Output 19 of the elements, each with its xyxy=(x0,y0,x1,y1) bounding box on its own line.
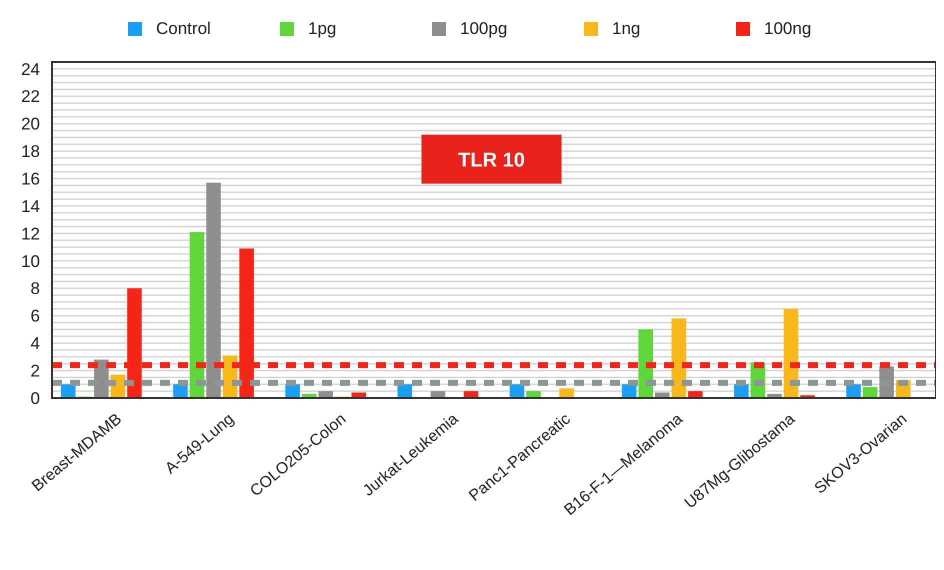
y-tick-label: 4 xyxy=(30,334,40,354)
y-tick-label: 12 xyxy=(21,224,40,244)
y-tick-label: 6 xyxy=(30,306,40,326)
legend-label: 100pg xyxy=(460,19,508,38)
y-tick-label: 20 xyxy=(21,114,40,134)
y-tick-label: 22 xyxy=(21,87,40,106)
legend-label: 100ng xyxy=(764,19,812,38)
y-tick-label: 8 xyxy=(30,279,40,298)
title-box: TLR 10 xyxy=(422,134,562,184)
y-tick-label: 10 xyxy=(21,252,40,271)
legend-label: 1pg xyxy=(308,19,336,38)
y-tick-label: 24 xyxy=(21,60,40,79)
legend-label: Control xyxy=(156,19,211,38)
y-tick-label: 0 xyxy=(30,388,40,408)
y-tick-label: 18 xyxy=(21,142,40,162)
y-tick-label: 2 xyxy=(30,362,40,381)
legend-label: 1ng xyxy=(612,19,640,38)
y-tick-label: 14 xyxy=(21,196,40,216)
y-tick-label: 16 xyxy=(21,170,40,189)
